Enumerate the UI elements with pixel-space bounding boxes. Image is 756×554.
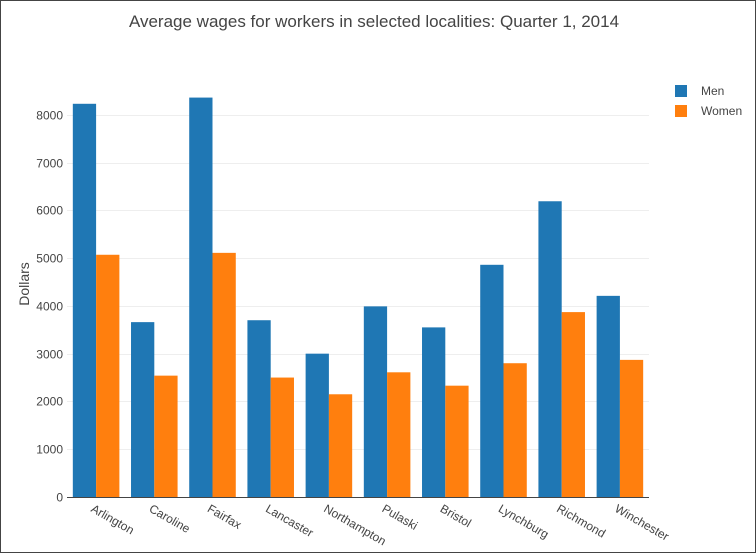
bar-men-pulaski — [363, 306, 388, 497]
x-tick-label: Richmond — [554, 501, 608, 540]
x-tick-label: Pulaski — [380, 501, 421, 532]
y-tick-label: 2000 — [36, 395, 63, 409]
legend-swatch-men — [675, 85, 687, 97]
x-tick-label: Winchester — [612, 501, 671, 543]
x-tick-label: Fairfax — [205, 501, 244, 531]
bar-women-lynchburg — [503, 363, 527, 497]
bar-women-pulaski — [387, 372, 411, 497]
bar-women-richmond — [561, 312, 585, 497]
chart-title: Average wages for workers in selected lo… — [129, 12, 619, 31]
bar-women-winchester — [619, 359, 644, 497]
bar-men-arlington — [72, 103, 97, 498]
bar-women-caroline — [154, 375, 178, 497]
x-tick-label: Lancaster — [263, 501, 316, 539]
y-tick-label: 0 — [56, 491, 63, 505]
bar-men-northampton — [305, 353, 329, 497]
y-tick-label: 7000 — [36, 157, 63, 171]
bar-men-bristol — [422, 327, 446, 497]
x-tick-label: Arlington — [89, 501, 137, 537]
y-tick-label: 5000 — [36, 252, 63, 266]
legend-label-women: Women — [701, 104, 742, 118]
y-tick-label: 6000 — [36, 204, 63, 218]
bars — [72, 97, 644, 498]
x-tick-label: Bristol — [438, 501, 474, 530]
y-tick-label: 8000 — [36, 109, 63, 123]
x-tick-label: Northampton — [321, 501, 388, 548]
x-tick-labels: Arlington Caroline Fairfax Lancaster Northam… — [89, 501, 672, 548]
legend-swatch-women — [675, 105, 687, 117]
bar-men-lynchburg — [480, 264, 504, 497]
bar-men-winchester — [596, 295, 620, 497]
y-tick-labels: 0 1000 2000 3000 4000 5000 6000 7000 8000 — [36, 109, 63, 505]
y-axis-title: Dollars — [16, 262, 32, 306]
bar-men-lancaster — [247, 320, 271, 497]
bar-men-fairfax — [189, 97, 213, 498]
bar-men-caroline — [131, 322, 155, 497]
x-tick-label: Lynchburg — [496, 501, 551, 541]
y-tick-label: 4000 — [36, 300, 63, 314]
bar-men-richmond — [538, 201, 562, 497]
bar-women-lancaster — [270, 377, 294, 497]
bar-women-bristol — [445, 385, 469, 497]
bar-women-northampton — [328, 394, 353, 497]
y-tick-label: 1000 — [36, 443, 63, 457]
x-tick-label: Caroline — [147, 501, 193, 536]
bar-women-arlington — [96, 254, 120, 497]
bar-women-fairfax — [212, 252, 236, 497]
y-tick-label: 3000 — [36, 348, 63, 362]
legend-label-men: Men — [701, 84, 724, 98]
legend: Men Women — [675, 84, 742, 118]
